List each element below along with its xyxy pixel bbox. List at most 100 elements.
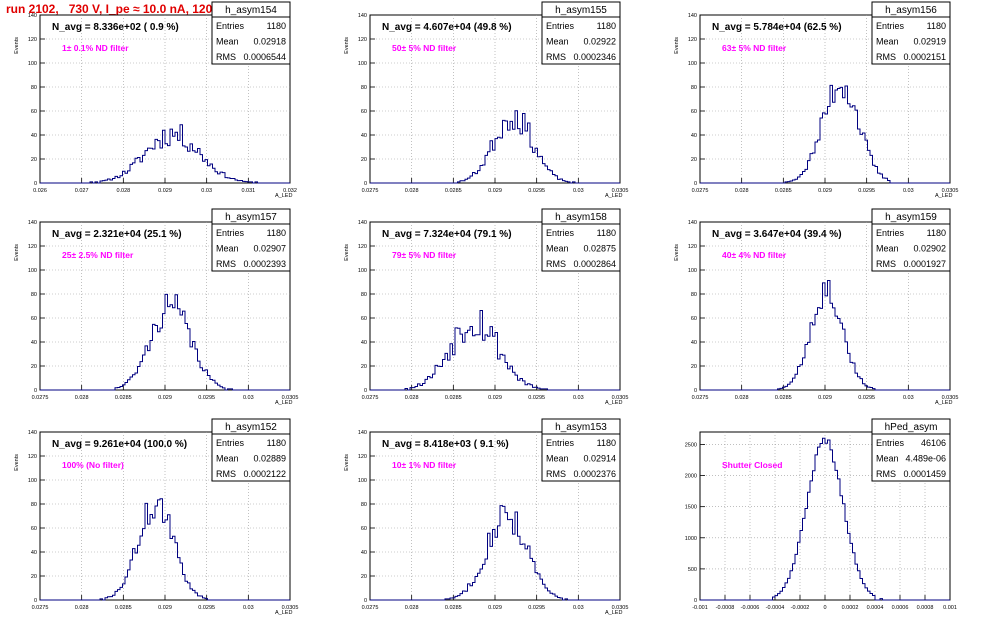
y-tick-label: 80 (31, 292, 37, 298)
y-tick-label: 20 (361, 364, 367, 370)
stats-value: 1180 (597, 438, 616, 448)
navg-label-h_asym152: N_avg = 9.261e+04 (100.0 %) (52, 439, 187, 450)
y-axis-label: Events (344, 37, 350, 54)
x-tick-label: 0.0006 (892, 605, 909, 611)
x-tick-label: 0.029 (158, 605, 172, 611)
y-tick-label: 140 (358, 220, 367, 226)
stats-value: 0.0002393 (243, 259, 286, 269)
y-tick-label: 120 (358, 244, 367, 250)
stats-value: 0.0002376 (573, 469, 616, 479)
stats-value: 0.0006544 (243, 52, 286, 62)
stats-box-h_asym157 (211, 208, 291, 272)
stats-key: Mean (546, 244, 569, 254)
histogram-h_asym154 (40, 124, 290, 184)
y-tick-label: 1000 (685, 536, 697, 542)
y-axis-label: Events (674, 37, 680, 54)
y-tick-label: 60 (691, 316, 697, 322)
x-tick-label: 0.0295 (528, 605, 545, 611)
y-tick-label: 60 (691, 109, 697, 115)
stats-key: Entries (546, 21, 575, 31)
y-tick-label: 100 (358, 61, 367, 67)
stats-title-h_asym158: h_asym158 (555, 212, 607, 223)
stats-box-h_asym156 (871, 1, 951, 65)
x-tick-label: 0.0305 (942, 188, 959, 194)
x-tick-label: 0.0295 (858, 395, 875, 401)
stats-key: Mean (546, 37, 569, 47)
x-tick-label: 0.0295 (528, 188, 545, 194)
x-axis-label: A_LED (935, 400, 952, 406)
x-tick-label: 0.0285 (115, 395, 132, 401)
stats-key: RMS (216, 469, 236, 479)
x-tick-label: 0.0275 (32, 395, 49, 401)
x-tick-label: 0.028 (75, 605, 89, 611)
x-tick-label: 0.0008 (917, 605, 934, 611)
y-tick-label: 120 (358, 454, 367, 460)
x-tick-label: 0.029 (818, 395, 832, 401)
y-tick-label: 40 (31, 550, 37, 556)
x-tick-label: 0.0295 (528, 395, 545, 401)
y-tick-label: 80 (691, 292, 697, 298)
stats-key: RMS (546, 469, 566, 479)
y-tick-label: 0 (694, 181, 697, 187)
stats-key: Mean (546, 454, 569, 464)
y-axis-label: Events (344, 454, 350, 471)
x-axis-label: A_LED (275, 610, 292, 616)
y-tick-label: 60 (361, 109, 367, 115)
x-tick-label: 0.0305 (942, 395, 959, 401)
x-tick-label: 0.028 (735, 188, 749, 194)
y-tick-label: 20 (691, 157, 697, 163)
stats-value: 0.02907 (253, 244, 286, 254)
y-tick-label: 40 (31, 340, 37, 346)
stats-value: 1180 (927, 21, 946, 31)
y-axis-label: Events (344, 244, 350, 261)
stats-box-hPed_asym (871, 418, 951, 482)
stats-title-h_asym156: h_asym156 (885, 5, 937, 16)
x-tick-label: -0.001 (692, 605, 708, 611)
x-axis-label: A_LED (605, 193, 622, 199)
x-tick-label: 0.0275 (362, 605, 379, 611)
y-tick-label: 100 (358, 268, 367, 274)
navg-label-h_asym154: N_avg = 8.336e+02 ( 0.9 %) (52, 22, 179, 33)
stats-title-h_asym153: h_asym153 (555, 422, 607, 433)
y-tick-label: 40 (361, 340, 367, 346)
x-tick-label: 0.026 (33, 188, 47, 194)
stats-key: Entries (876, 438, 905, 448)
stats-title-h_asym152: h_asym152 (225, 422, 277, 433)
stats-key: Entries (216, 228, 245, 238)
y-tick-label: 0 (364, 181, 367, 187)
stats-key: RMS (216, 259, 236, 269)
x-tick-label: 0.03 (573, 188, 584, 194)
x-tick-label: 0.029 (488, 395, 502, 401)
x-tick-label: 0.0275 (362, 188, 379, 194)
stats-title-h_asym159: h_asym159 (885, 212, 937, 223)
stats-value: 0.02919 (913, 37, 946, 47)
y-tick-label: 0 (364, 388, 367, 394)
navg-label-h_asym159: N_avg = 3.647e+04 (39.4 %) (712, 229, 842, 240)
stats-title-h_asym157: h_asym157 (225, 212, 277, 223)
navg-label-h_asym158: N_avg = 7.324e+04 (79.1 %) (382, 229, 512, 240)
stats-title-h_asym154: h_asym154 (225, 5, 277, 16)
stats-value: 1180 (597, 21, 616, 31)
stats-value: 1180 (267, 21, 286, 31)
stats-key: Entries (216, 21, 245, 31)
stats-key: Mean (876, 454, 899, 464)
y-axis-label: Events (674, 244, 680, 261)
x-tick-label: 0 (823, 605, 826, 611)
x-tick-label: 0.0285 (775, 395, 792, 401)
y-axis-label: Events (14, 37, 20, 54)
y-tick-label: 140 (688, 13, 697, 19)
y-tick-label: 0 (694, 598, 697, 604)
stats-key: Mean (216, 244, 239, 254)
y-tick-label: 120 (28, 244, 37, 250)
stats-key: Entries (546, 228, 575, 238)
x-tick-label: 0.03 (573, 395, 584, 401)
x-tick-label: 0.029 (818, 188, 832, 194)
y-tick-label: 0 (694, 388, 697, 394)
filter-label-h_asym157: 25± 2.5% ND filter (62, 250, 134, 260)
stats-value: 0.02902 (913, 244, 946, 254)
stats-key: Mean (876, 244, 899, 254)
x-tick-label: -0.0008 (716, 605, 735, 611)
y-tick-label: 0 (364, 598, 367, 604)
stats-value: 1180 (927, 228, 946, 238)
x-tick-label: 0.03 (573, 605, 584, 611)
